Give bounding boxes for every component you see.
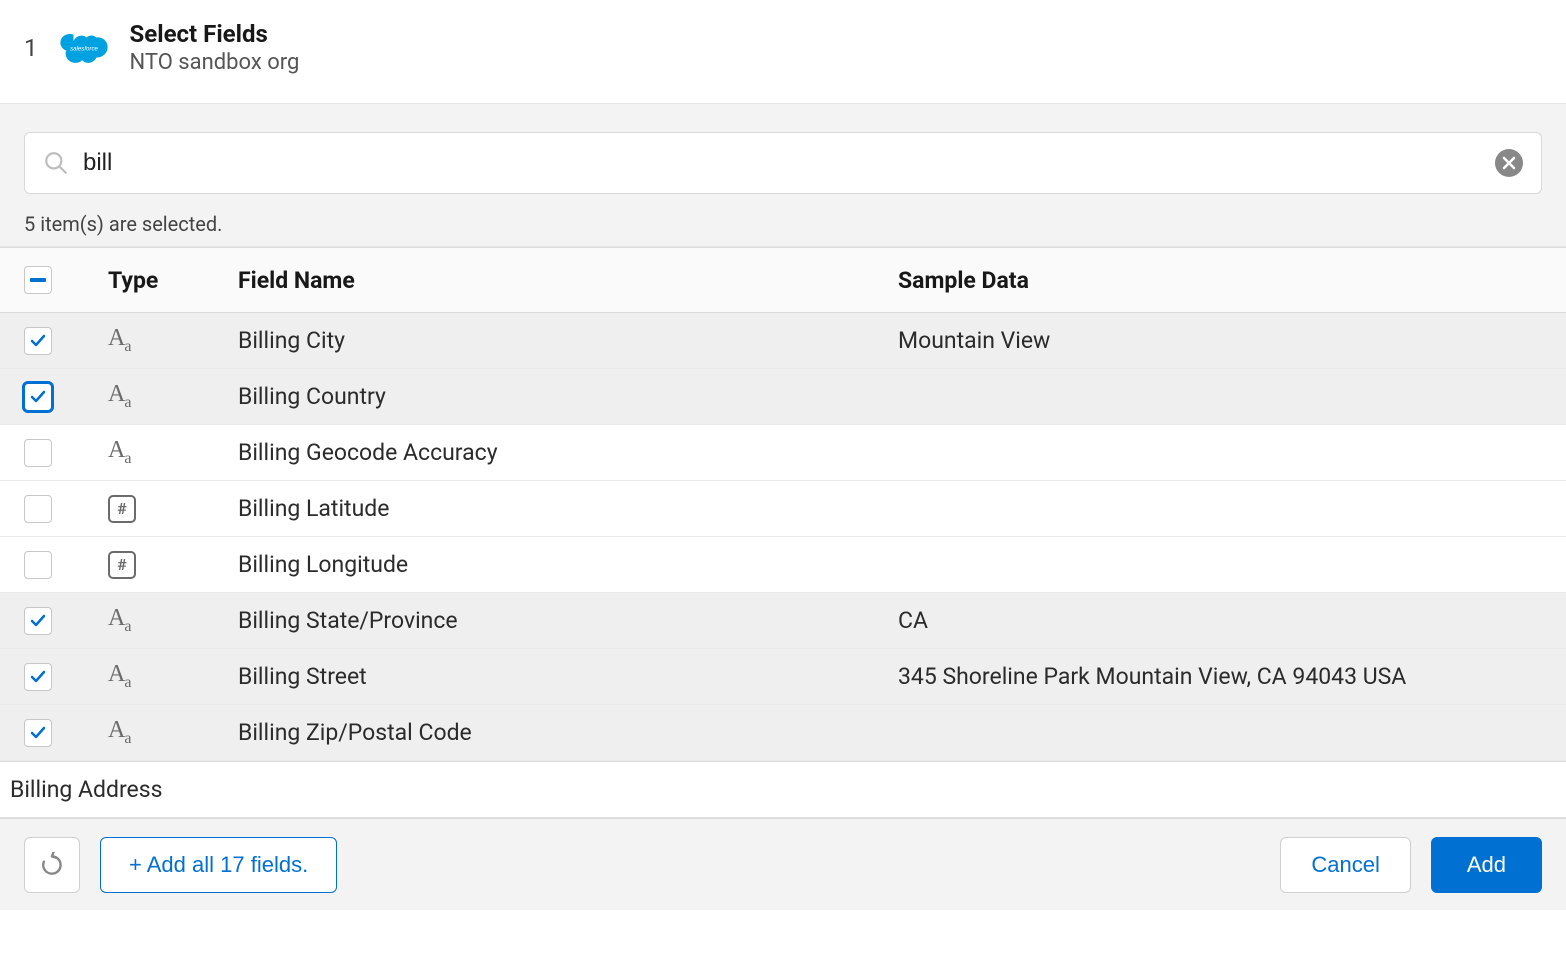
row-checkbox[interactable]: [24, 663, 52, 691]
search-icon: [43, 150, 69, 176]
row-checkbox[interactable]: [24, 383, 52, 411]
table-row[interactable]: AaBilling Country: [0, 369, 1566, 425]
field-name-cell: Billing Zip/Postal Code: [238, 719, 898, 746]
page-title: Select Fields: [130, 20, 300, 48]
field-name-cell: Billing Street: [238, 663, 898, 690]
table-body: AaBilling CityMountain ViewAaBilling Cou…: [0, 313, 1566, 761]
row-checkbox[interactable]: [24, 439, 52, 467]
refresh-button[interactable]: [24, 837, 80, 893]
text-type-icon: Aa: [108, 381, 238, 412]
svg-text:salesforce: salesforce: [70, 45, 98, 52]
footer-bar: + Add all 17 fields. Cancel Add: [0, 818, 1566, 910]
table-row[interactable]: AaBilling Geocode Accuracy: [0, 425, 1566, 481]
field-name-cell: Billing Longitude: [238, 551, 898, 578]
select-all-checkbox[interactable]: [24, 266, 52, 294]
row-checkbox[interactable]: [24, 607, 52, 635]
table-row[interactable]: AaBilling CityMountain View: [0, 313, 1566, 369]
field-name-cell: Billing Geocode Accuracy: [238, 439, 898, 466]
cancel-button[interactable]: Cancel: [1280, 837, 1410, 893]
table-row[interactable]: AaBilling Zip/Postal Code: [0, 705, 1566, 761]
column-header-type[interactable]: Type: [108, 267, 238, 294]
header-text: Select Fields NTO sandbox org: [130, 20, 300, 75]
row-checkbox[interactable]: [24, 495, 52, 523]
text-type-icon: Aa: [108, 325, 238, 356]
table-row[interactable]: #Billing Longitude: [0, 537, 1566, 593]
sample-data-cell: CA: [898, 607, 1556, 634]
number-type-icon: #: [108, 495, 238, 523]
search-box[interactable]: [24, 132, 1542, 194]
refresh-icon: [39, 852, 65, 878]
search-input[interactable]: [83, 149, 1495, 177]
table-row[interactable]: #Billing Latitude: [0, 481, 1566, 537]
column-header-sample-data[interactable]: Sample Data: [898, 267, 1556, 294]
add-button[interactable]: Add: [1431, 837, 1542, 893]
field-name-cell: Billing Country: [238, 383, 898, 410]
sample-data-cell: Mountain View: [898, 327, 1556, 354]
page-subtitle: NTO sandbox org: [130, 50, 300, 75]
row-checkbox[interactable]: [24, 327, 52, 355]
text-type-icon: Aa: [108, 717, 238, 748]
select-all-cell: [24, 266, 108, 294]
step-number: 1: [24, 34, 38, 62]
table-row[interactable]: AaBilling State/ProvinceCA: [0, 593, 1566, 649]
sample-data-cell: 345 Shoreline Park Mountain View, CA 940…: [898, 663, 1556, 690]
salesforce-cloud-icon: salesforce: [56, 28, 112, 68]
fields-table: Type Field Name Sample Data AaBilling Ci…: [0, 247, 1566, 762]
clear-search-icon[interactable]: [1495, 149, 1523, 177]
row-checkbox[interactable]: [24, 551, 52, 579]
field-name-cell: Billing Latitude: [238, 495, 898, 522]
add-all-fields-button[interactable]: + Add all 17 fields.: [100, 837, 337, 893]
table-row[interactable]: AaBilling Street345 Shoreline Park Mount…: [0, 649, 1566, 705]
text-type-icon: Aa: [108, 605, 238, 636]
text-type-icon: Aa: [108, 437, 238, 468]
field-name-cell: Billing State/Province: [238, 607, 898, 634]
number-type-icon: #: [108, 551, 238, 579]
text-type-icon: Aa: [108, 661, 238, 692]
column-header-field-name[interactable]: Field Name: [238, 267, 898, 294]
table-header: Type Field Name Sample Data: [0, 247, 1566, 313]
search-section: 5 item(s) are selected.: [0, 104, 1566, 247]
selection-count-text: 5 item(s) are selected.: [24, 212, 1542, 236]
group-label: Billing Address: [0, 762, 1566, 818]
page-header: 1 salesforce Select Fields NTO sandbox o…: [0, 0, 1566, 104]
field-name-cell: Billing City: [238, 327, 898, 354]
row-checkbox[interactable]: [24, 719, 52, 747]
